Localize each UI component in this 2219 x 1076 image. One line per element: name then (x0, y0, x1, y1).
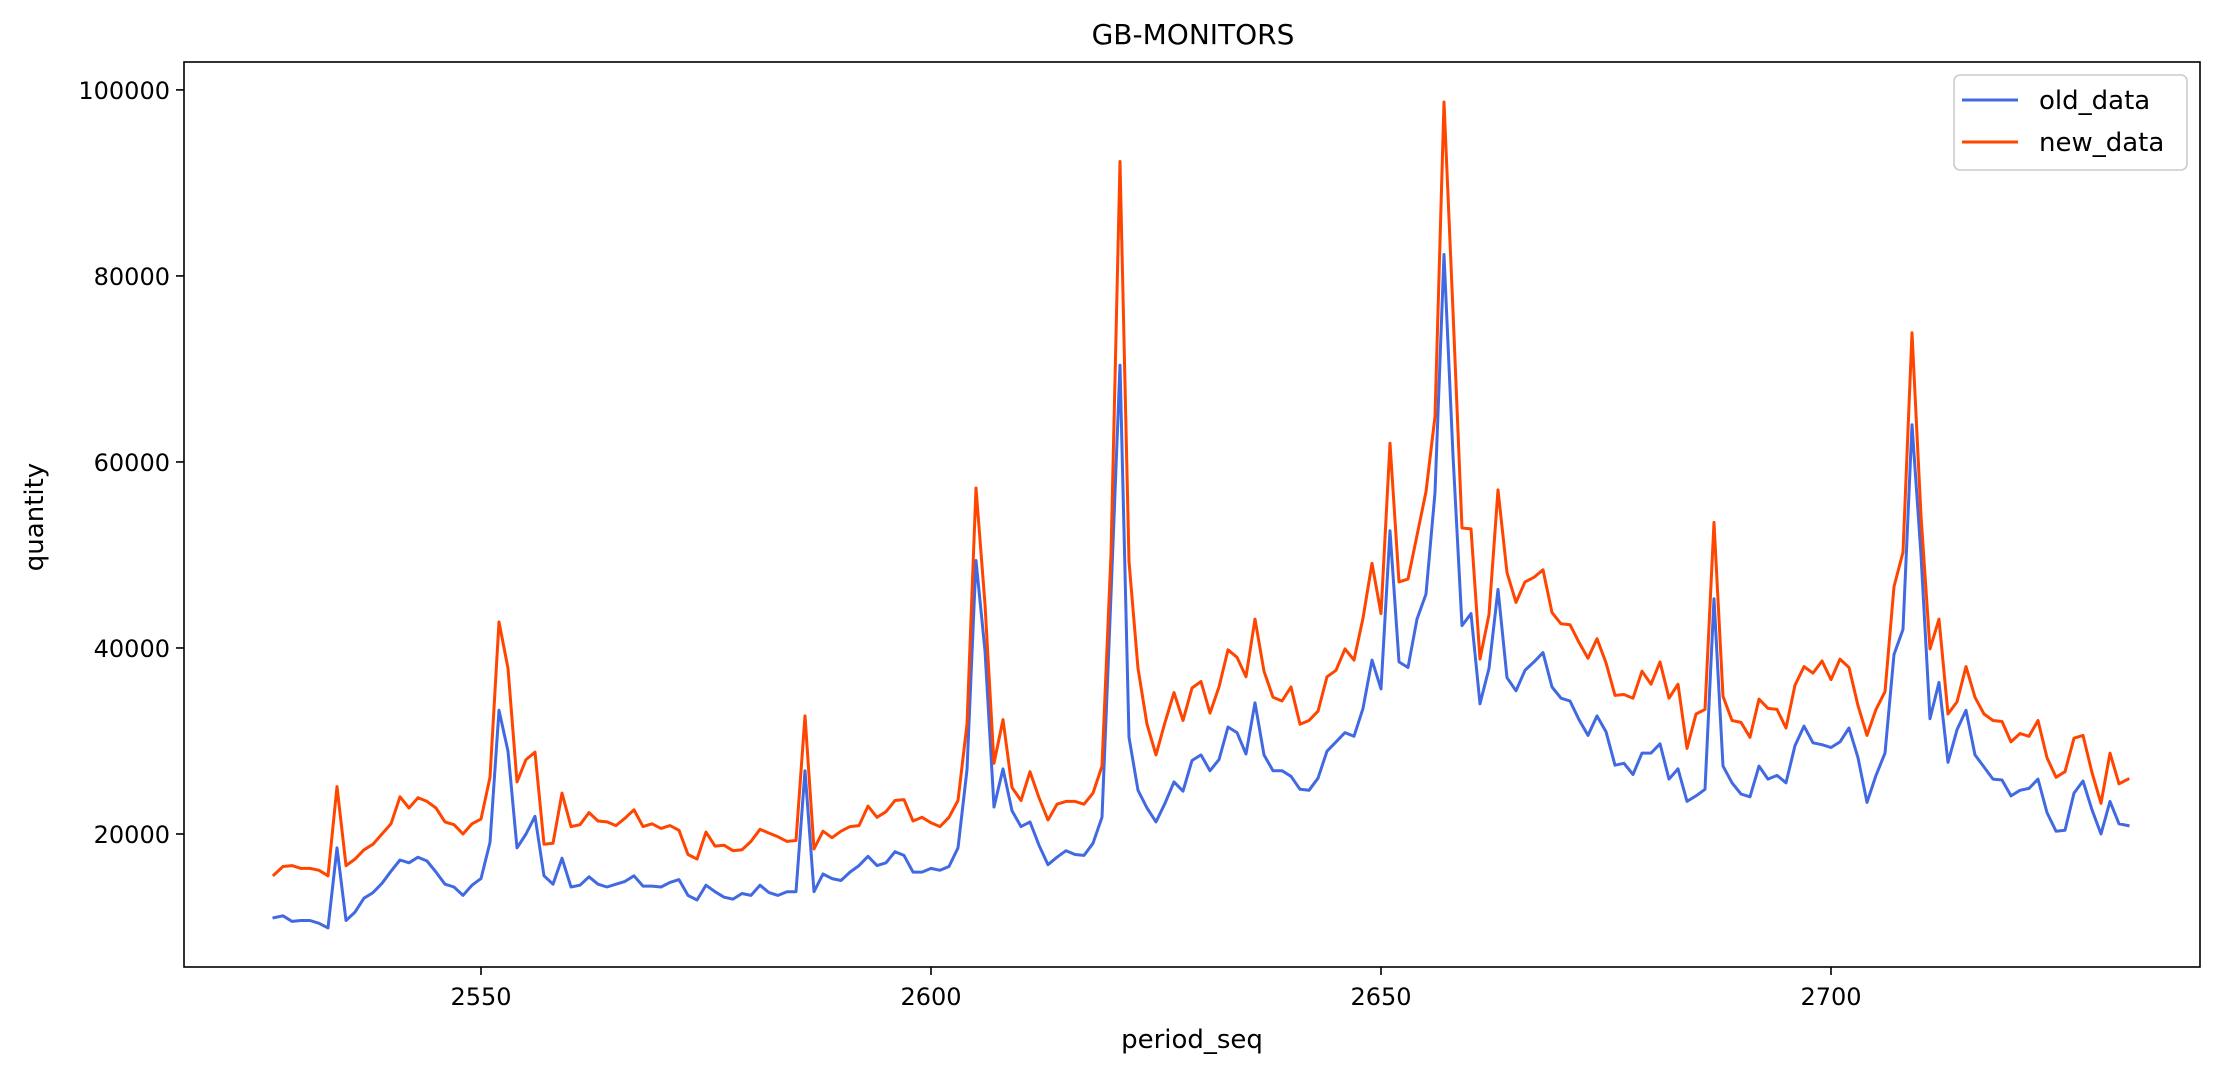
legend-label-old-data: old_data (2039, 86, 2150, 116)
legend: old_data new_data (1953, 74, 2188, 171)
y-tick-label: 40000 (94, 635, 170, 663)
x-tick-label: 2550 (450, 983, 511, 1011)
x-tick-label: 2700 (1800, 983, 1861, 1011)
x-axis-label: period_seq (1121, 1025, 1263, 1055)
y-tick-label: 100000 (78, 77, 170, 105)
series-line-new-data (271, 100, 2131, 878)
y-axis-label: quantity (20, 463, 50, 571)
series-line-old-data (272, 253, 2130, 930)
y-tick-label: 60000 (94, 449, 170, 477)
y-tick-label: 20000 (94, 821, 170, 849)
y-tick-label: 80000 (94, 263, 170, 291)
y-axis-ticks: 20000 40000 60000 80000 100000 (78, 77, 184, 849)
chart-title: GB-MONITORS (1092, 18, 1295, 51)
series-lines (271, 100, 2131, 930)
legend-label-new-data: new_data (2039, 128, 2164, 158)
x-tick-label: 2650 (1350, 983, 1411, 1011)
x-tick-label: 2600 (900, 983, 961, 1011)
plot-area-frame (183, 61, 2201, 968)
x-axis-ticks: 2550 2600 2650 2700 (450, 967, 1862, 1011)
